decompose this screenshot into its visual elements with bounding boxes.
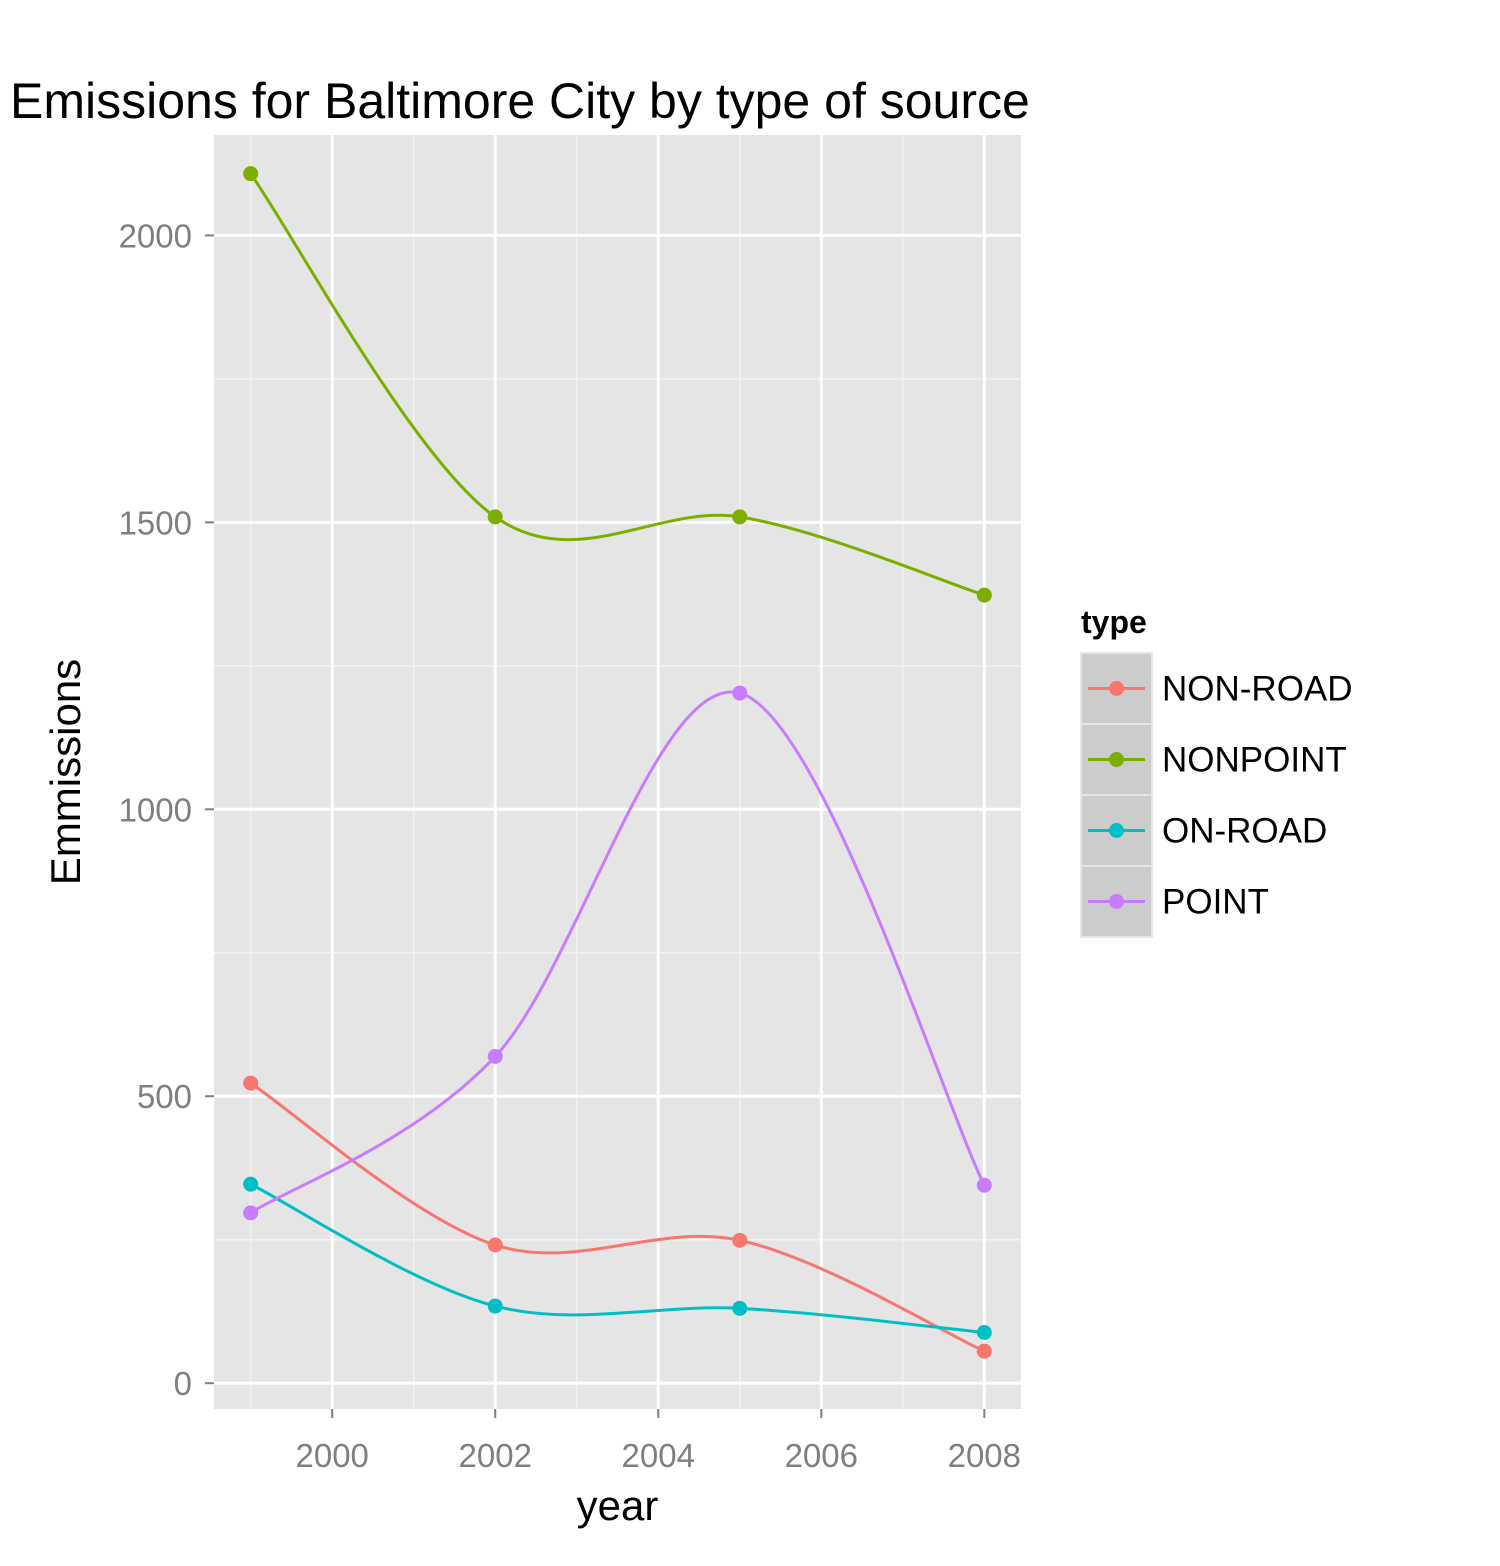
data-point-on-road [732, 1300, 748, 1316]
data-point-nonpoint [976, 587, 992, 603]
legend-key-point-nonpoint [1109, 752, 1124, 767]
legend-key-point-on-road [1109, 823, 1124, 838]
y-tick-label: 500 [137, 1078, 192, 1115]
legend-label-on-road: ON-ROAD [1162, 812, 1327, 851]
x-tick-label: 2004 [622, 1437, 695, 1474]
legend-label-nonpoint: NONPOINT [1162, 741, 1347, 780]
data-point-non-road [243, 1075, 259, 1091]
y-tick-label: 1500 [119, 504, 192, 541]
data-point-non-road [732, 1232, 748, 1248]
data-point-nonpoint [243, 166, 259, 182]
legend-key-point-non-road [1109, 681, 1124, 696]
data-point-point [732, 685, 748, 701]
legend-key-point-point [1109, 894, 1124, 909]
data-point-point [487, 1048, 503, 1064]
data-point-non-road [487, 1237, 503, 1253]
x-axis-title: year [577, 1482, 659, 1529]
data-points [243, 166, 992, 1359]
data-point-on-road [976, 1325, 992, 1341]
y-tick-label: 2000 [119, 217, 192, 254]
data-point-non-road [976, 1343, 992, 1359]
data-point-on-road [243, 1176, 259, 1192]
series-line-nonpoint [249, 172, 985, 597]
chart-title: Emissions for Baltimore City by type of … [10, 73, 1030, 129]
axes: 2000 2002 2004 2006 2008 0 500 1000 1500 2000 [119, 217, 1021, 1474]
legend-title: type [1081, 604, 1147, 640]
data-point-on-road [487, 1298, 503, 1314]
legend-items: NON-ROAD NONPOINT ON-ROAD POINT [1080, 652, 1353, 938]
series-line-on-road [250, 1182, 985, 1334]
series-layer [249, 172, 986, 1353]
y-axis-title: Emmissions [42, 659, 89, 885]
legend-label-non-road: NON-ROAD [1162, 670, 1353, 709]
x-tick-label: 2000 [295, 1437, 368, 1474]
x-tick-label: 2006 [785, 1437, 858, 1474]
data-point-point [243, 1205, 259, 1221]
plot-panel [214, 135, 1021, 1409]
legend: type NON-ROAD NONPOINT ON-ROAD POINT [1080, 604, 1353, 938]
y-tick-label: 1000 [119, 791, 192, 828]
series-line-point [249, 690, 986, 1215]
legend-label-point: POINT [1162, 883, 1269, 922]
data-point-point [976, 1177, 992, 1193]
y-tick-label: 0 [174, 1365, 192, 1402]
x-tick-label: 2008 [948, 1437, 1021, 1474]
x-tick-label: 2002 [459, 1437, 532, 1474]
data-point-nonpoint [487, 509, 503, 525]
data-point-nonpoint [732, 509, 748, 525]
